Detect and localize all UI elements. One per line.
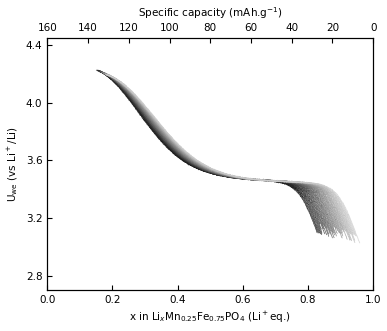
X-axis label: x in Li$_x$Mn$_{0.25}$Fe$_{0.75}$PO$_4$ (Li$^+$eq.): x in Li$_x$Mn$_{0.25}$Fe$_{0.75}$PO$_4$ … <box>129 310 291 325</box>
X-axis label: Specific capacity (mAh.g$^{-1}$): Specific capacity (mAh.g$^{-1}$) <box>138 6 283 22</box>
Y-axis label: U$_{\rm we}$ (vs Li$^+$/Li): U$_{\rm we}$ (vs Li$^+$/Li) <box>5 126 20 202</box>
